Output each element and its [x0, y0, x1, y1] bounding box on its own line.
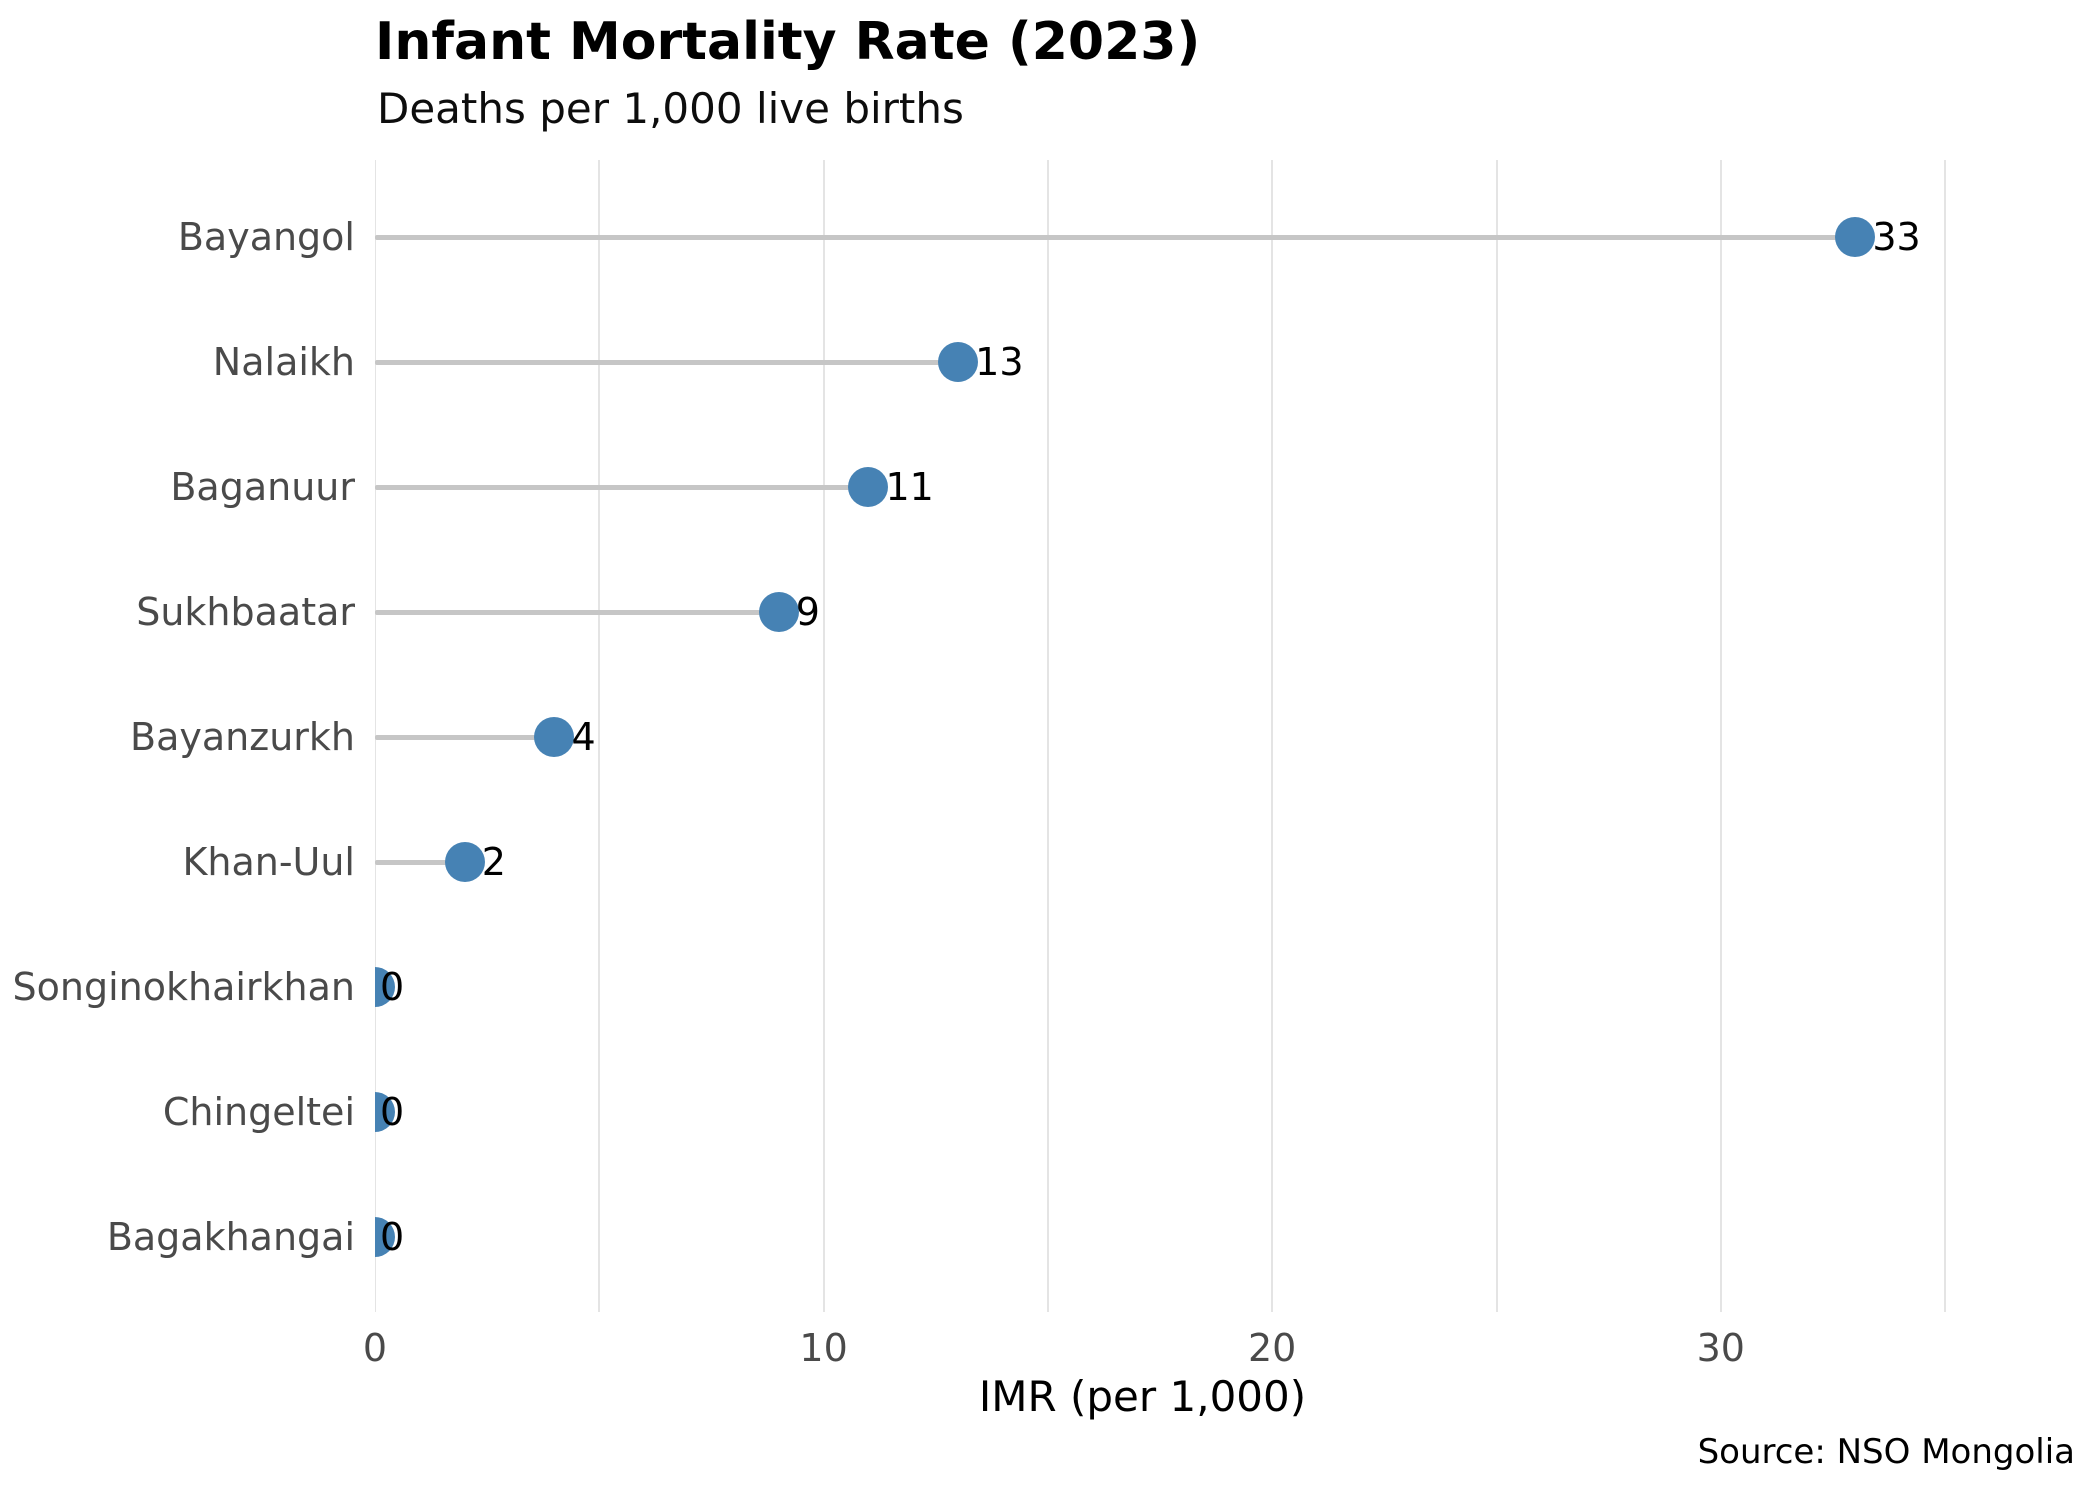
lollipop-stem — [375, 234, 1856, 240]
category-label-khan-uul: Khan-Uul — [182, 840, 355, 884]
value-label: 13 — [975, 340, 1024, 384]
category-label-bayangol: Bayangol — [177, 215, 355, 259]
gridline-x-15 — [1046, 160, 1049, 1312]
value-label: 9 — [795, 590, 820, 634]
lollipop-stem — [375, 609, 779, 615]
value-label: 0 — [380, 965, 405, 1009]
data-point-dot — [375, 1217, 395, 1257]
gridline-x-25 — [1495, 160, 1498, 1312]
data-point-dot — [375, 967, 395, 1007]
value-label: 4 — [571, 715, 596, 759]
data-point-dot — [938, 342, 979, 382]
category-label-bagakhangai: Bagakhangai — [106, 1215, 355, 1259]
x-tick-label-0: 0 — [362, 1326, 388, 1370]
lollipop-stem — [375, 734, 555, 740]
data-point-dot — [444, 842, 485, 882]
data-point-dot — [848, 467, 889, 507]
value-label: 11 — [885, 465, 934, 509]
category-label-sukhbaatar: Sukhbaatar — [136, 590, 355, 634]
data-point-dot — [375, 1092, 395, 1132]
source-note: Source: NSO Mongolia — [1697, 1432, 2075, 1472]
category-label-chingeltei: Chingeltei — [162, 1090, 355, 1134]
gridline-x-5 — [598, 160, 601, 1312]
value-label: 33 — [1872, 215, 1921, 259]
lollipop-stem — [375, 359, 959, 365]
lollipop-stem — [375, 859, 465, 865]
data-point-dot — [534, 717, 575, 757]
gridline-x-10 — [822, 160, 825, 1312]
x-tick-label-30: 30 — [1696, 1326, 1745, 1370]
x-tick-label-10: 10 — [799, 1326, 848, 1370]
category-label-bayanzurkh: Bayanzurkh — [130, 715, 355, 759]
value-label: 0 — [380, 1215, 405, 1259]
chart-subtitle: Deaths per 1,000 live births — [377, 84, 964, 133]
category-label-songinokhairkhan: Songinokhairkhan — [12, 965, 355, 1009]
value-label: 2 — [481, 840, 506, 884]
data-point-dot — [758, 592, 799, 632]
plot-area: 33 13 11 9 4 2 0 0 0 — [375, 160, 1960, 1312]
x-tick-label-20: 20 — [1248, 1326, 1297, 1370]
gridline-x-35 — [1944, 160, 1947, 1312]
category-label-nalaikh: Nalaikh — [212, 340, 355, 384]
x-axis-title: IMR (per 1,000) — [978, 1372, 1307, 1421]
lollipop-stem — [375, 484, 869, 490]
gridline-x-20 — [1271, 160, 1274, 1312]
data-point-dot — [1835, 217, 1876, 257]
category-label-baganuur: Baganuur — [170, 465, 355, 509]
chart-title: Infant Mortality Rate (2023) — [375, 12, 1201, 72]
gridline-x-30 — [1719, 160, 1722, 1312]
value-label: 0 — [380, 1090, 405, 1134]
